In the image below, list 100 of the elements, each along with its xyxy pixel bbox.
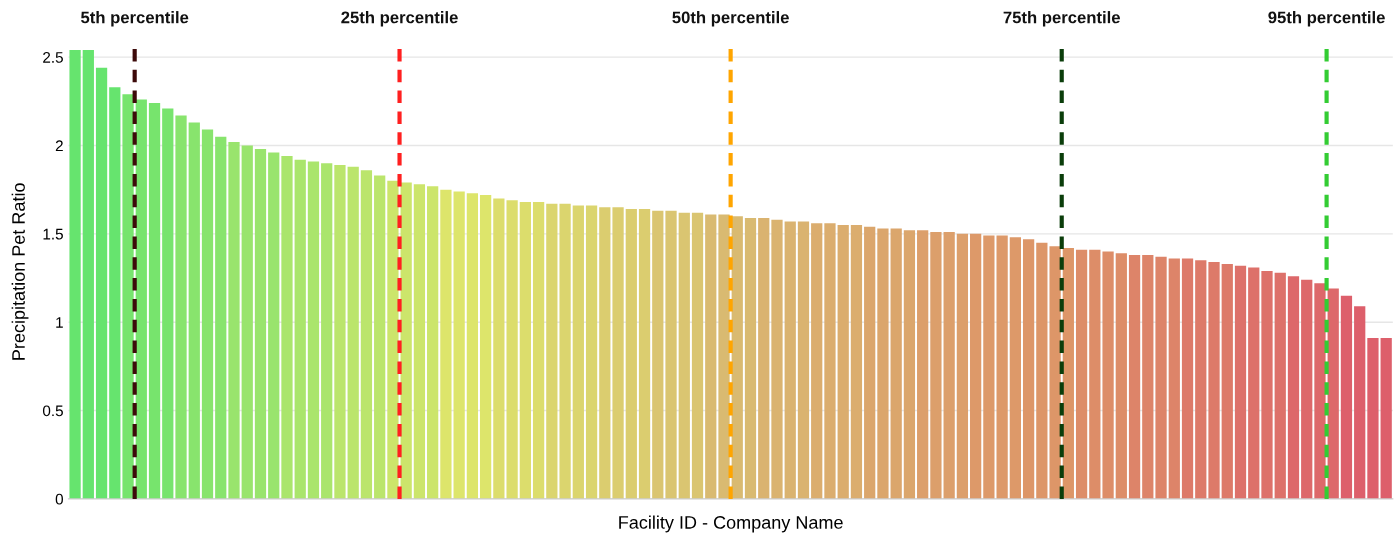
y-axis-title: Precipitation Pet Ratio [11,183,29,360]
y-tick-label: 1 [56,317,63,328]
bar [1155,256,1167,499]
bar [837,225,849,499]
bar [850,225,863,499]
bar [1009,237,1021,499]
bar [1102,251,1114,499]
ref-line-label: 25th percentile [341,11,458,27]
bar [1234,265,1247,499]
bar [638,209,651,499]
ref-line-label: 50th percentile [672,11,789,27]
bar [1340,295,1353,499]
bar [864,226,876,499]
y-tick-label: 0 [55,493,63,505]
bar [228,141,240,499]
bar [612,207,624,499]
bar [1089,249,1101,499]
bar [625,209,637,499]
bar [427,186,439,499]
bar [1115,253,1127,499]
bar [493,198,505,499]
bar [599,207,611,499]
bar [930,232,942,499]
y-tick-label: 2 [55,140,63,152]
bar [1036,242,1048,499]
bar [758,217,770,499]
bar [784,221,796,499]
bar [903,230,916,499]
ref-line-label: 75th percentile [1003,11,1120,27]
bar [307,161,320,499]
bar [321,163,333,499]
bar [453,191,465,499]
bar [148,103,161,499]
bar [241,145,253,499]
bar [744,217,757,499]
bar [917,230,929,499]
bar [559,203,571,499]
bar [347,166,359,499]
bar [215,136,227,499]
bar [1301,279,1313,499]
x-axis-title: Facility ID - Company Name [619,515,843,533]
bar [413,184,426,499]
bar [797,221,810,499]
bar [519,202,531,499]
bar [281,156,293,499]
bar [652,210,664,499]
bar [970,233,982,499]
bar [1380,338,1392,499]
bar [691,212,704,499]
bar [546,203,558,499]
bar [82,50,94,499]
bar [771,219,783,499]
bar [705,214,717,499]
bar [1142,255,1154,499]
bar [1261,270,1273,499]
y-tick-label: 2.5 [43,52,63,63]
bar [1367,338,1379,499]
ref-line-label: 5th percentile [81,11,189,27]
bar [268,152,280,499]
bar [1248,267,1260,499]
bar [890,228,902,499]
bar [254,149,267,499]
bar [506,200,518,499]
bar [811,223,823,499]
bar [943,232,955,499]
bar [360,170,373,499]
bar [440,189,452,499]
bar [956,233,969,499]
bar [877,228,889,499]
bar [374,175,386,499]
bar [1287,276,1300,499]
bar [175,115,187,499]
bar [1075,249,1088,499]
bar [1168,258,1180,499]
bar [201,129,214,499]
bar [1195,260,1207,499]
bar [665,210,677,499]
bar [1354,306,1366,499]
y-tick-label: 1.5 [43,228,63,240]
bar [678,212,690,499]
ref-line-label: 95th percentile [1268,11,1385,27]
bar [69,50,81,499]
bar [572,205,584,499]
bar [162,108,174,499]
bar [1221,263,1233,499]
bar [532,202,545,499]
bar [480,194,492,499]
bar [1208,262,1220,499]
bar [294,159,306,499]
bar [1128,255,1141,499]
bar [334,164,346,499]
bar [109,87,121,499]
bar [824,223,836,499]
bar [188,122,200,499]
bar [1181,258,1194,499]
bar [1022,239,1035,499]
bar [466,193,479,499]
bar [1274,272,1286,499]
bar [585,205,598,499]
y-tick-label: 0.5 [42,405,63,417]
